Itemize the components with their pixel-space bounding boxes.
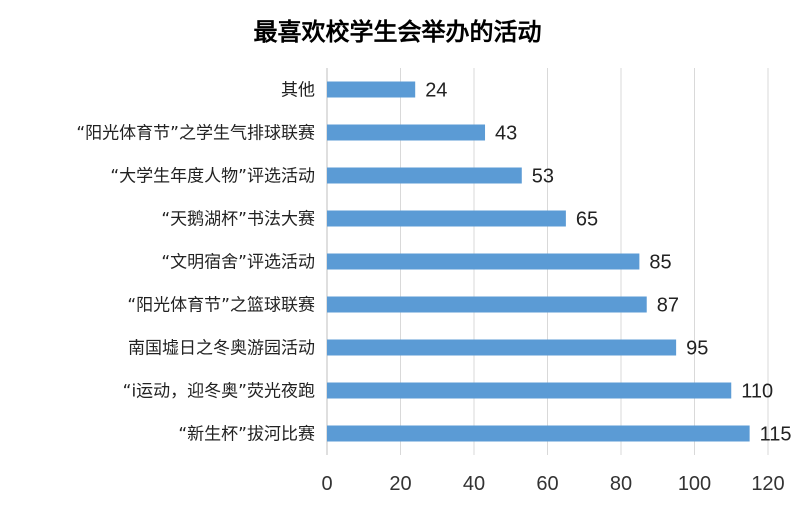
x-tick-label: 60 bbox=[536, 473, 558, 495]
category-label: “文明宿舍”评选活动 bbox=[161, 253, 315, 273]
data-label: 65 bbox=[576, 209, 598, 231]
data-label: 110 bbox=[741, 381, 773, 403]
data-label: 43 bbox=[495, 123, 517, 145]
bar bbox=[327, 167, 522, 184]
bar bbox=[327, 425, 750, 442]
data-label: 115 bbox=[760, 424, 792, 446]
bar bbox=[327, 339, 677, 356]
category-label: 其他 bbox=[281, 81, 315, 101]
x-tick-label: 40 bbox=[463, 473, 485, 495]
category-label: “天鹅湖杯”书法大赛 bbox=[161, 209, 315, 230]
data-label: 85 bbox=[649, 252, 671, 274]
x-tick-label: 100 bbox=[678, 473, 711, 495]
x-tick-label: 120 bbox=[751, 473, 784, 495]
chart-title: 最喜欢校学生会举办的活动 bbox=[253, 17, 542, 46]
bar bbox=[327, 382, 732, 399]
label-layer: 0 20 40 60 80 100 120 其他 24 “阳光体育节”之学生气排球联赛 43 “大学生… bbox=[76, 80, 791, 496]
category-label: “阳光体育节”之篮球联赛 bbox=[127, 295, 315, 316]
category-label: “新生杯”拔河比赛 bbox=[178, 424, 315, 445]
bar bbox=[327, 253, 640, 270]
data-label: 87 bbox=[657, 295, 679, 317]
bar bbox=[327, 296, 647, 313]
category-label: “大学生年度人物”评选活动 bbox=[110, 167, 315, 187]
x-tick-label: 20 bbox=[389, 473, 411, 495]
bar bbox=[327, 210, 566, 227]
category-label: 南国墟日之冬奥游园活动 bbox=[128, 339, 315, 359]
bar bbox=[327, 124, 486, 141]
data-label: 53 bbox=[532, 166, 554, 188]
category-label: “阳光体育节”之学生气排球联赛 bbox=[76, 123, 315, 144]
data-label: 24 bbox=[425, 80, 447, 102]
x-tick-label: 80 bbox=[610, 473, 632, 495]
category-label: “i运动，迎冬奥”荧光夜跑 bbox=[123, 382, 315, 402]
bar bbox=[327, 81, 416, 98]
data-label: 95 bbox=[686, 338, 708, 360]
x-tick-label: 0 bbox=[321, 473, 332, 495]
bar-layer bbox=[327, 81, 750, 442]
